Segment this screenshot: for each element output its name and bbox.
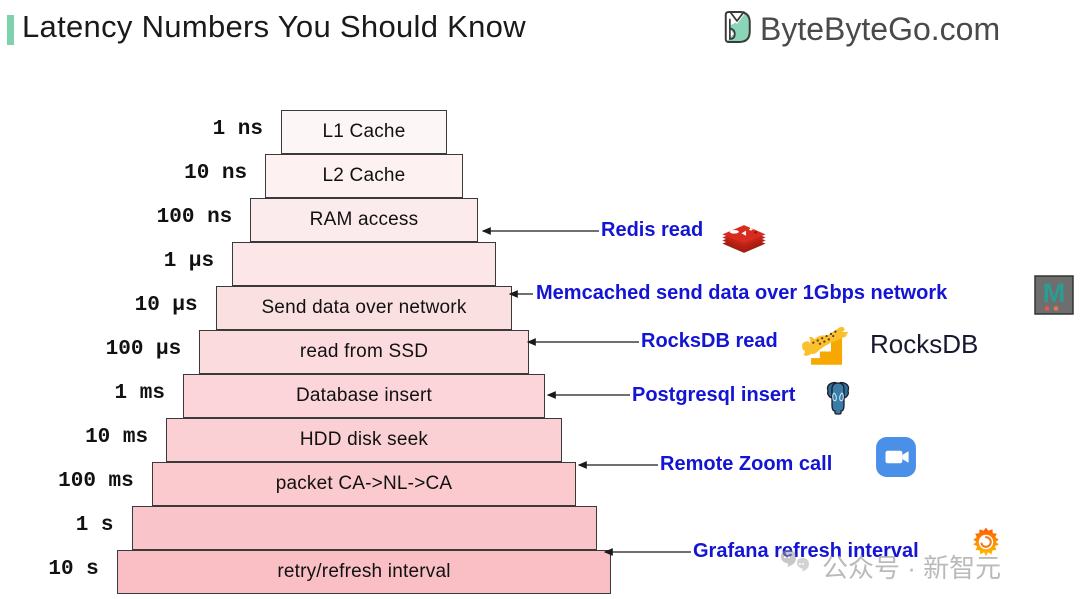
svg-text:M: M — [1043, 278, 1066, 308]
